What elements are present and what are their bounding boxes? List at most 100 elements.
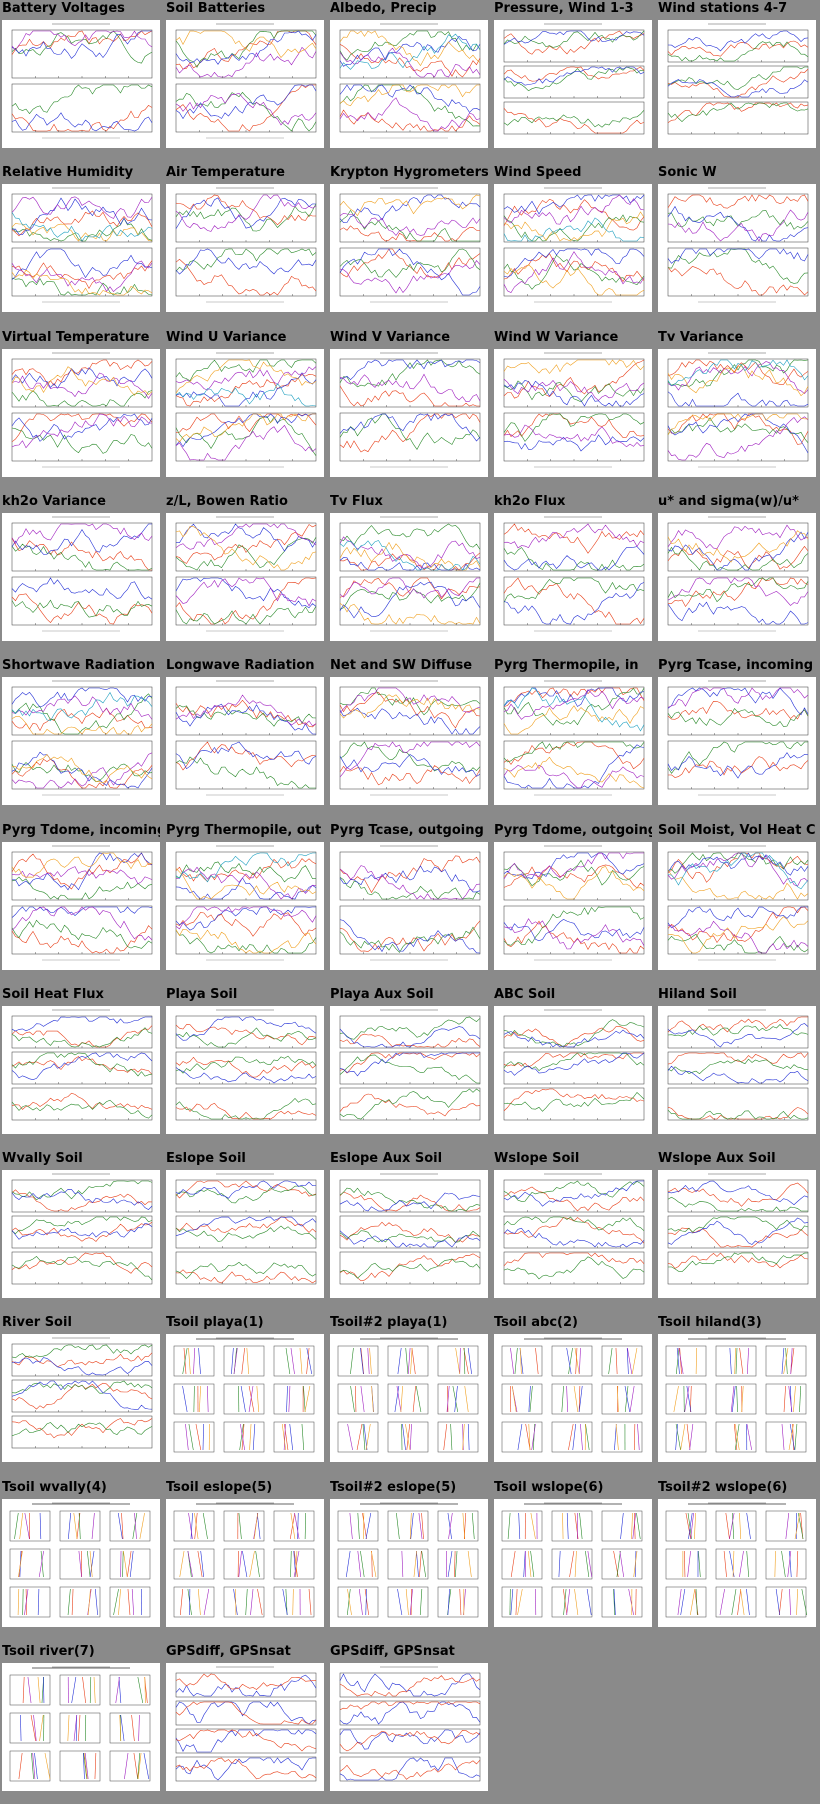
thumbnail-link-z-l-bowen-ratio[interactable] (166, 513, 324, 641)
plot-thumbnail-image (166, 677, 324, 805)
plot-thumbnail-image (166, 1663, 324, 1791)
thumbnail-link-kh2o-variance[interactable] (2, 513, 160, 641)
plot-thumbnail-image (166, 184, 324, 312)
thumbnail-link-shortwave-radiation[interactable] (2, 677, 160, 805)
thumbnail-link-river-soil[interactable] (2, 1334, 160, 1462)
plot-thumbnail-image (166, 1334, 324, 1462)
thumbnail-link-tsoil-eslope-5[interactable] (166, 1499, 324, 1627)
thumbnail-link-tsoil-wslope-6[interactable] (494, 1499, 652, 1627)
plot-thumbnail-image (2, 513, 160, 641)
thumbnail-link-gpsdiff-gpsnsat[interactable] (330, 1663, 488, 1791)
thumbnail-link-krypton-hygrometers[interactable] (330, 184, 488, 312)
plot-thumbnail-image (330, 184, 488, 312)
thumbnail-link-pyrg-thermopile-out[interactable] (166, 842, 324, 970)
thumbnail-link-battery-voltages[interactable] (2, 20, 160, 148)
thumbnail-link-soil-heat-flux[interactable] (2, 1006, 160, 1134)
thumbnail-link-wind-stations-4-7[interactable] (658, 20, 816, 148)
thumbnail-title: Tv Variance (658, 330, 744, 345)
thumbnail-link-pyrg-tcase-outgoing[interactable] (330, 842, 488, 970)
thumbnail-link-wind-speed[interactable] (494, 184, 652, 312)
thumbnail-link-tsoil-abc-2[interactable] (494, 1334, 652, 1462)
plot-thumbnail-image (166, 842, 324, 970)
thumbnail-title: Tsoil eslope(5) (166, 1480, 273, 1495)
thumbnail-title: Tsoil#2 wslope(6) (658, 1480, 788, 1495)
thumbnail-title: Tsoil#2 eslope(5) (330, 1480, 457, 1495)
plot-thumbnail-image (330, 677, 488, 805)
thumbnail-title: z/L, Bowen Ratio (166, 494, 288, 509)
plot-thumbnail-image (494, 184, 652, 312)
thumbnail-link-pyrg-tdome-outgoing[interactable] (494, 842, 652, 970)
thumbnail-link-soil-batteries[interactable] (166, 20, 324, 148)
plot-thumbnail-image (494, 1170, 652, 1298)
thumbnail-link-tsoil-2-wslope-6[interactable] (658, 1499, 816, 1627)
thumbnail-link-tsoil-hiland-3[interactable] (658, 1334, 816, 1462)
thumbnail-link-pressure-wind-1-3[interactable] (494, 20, 652, 148)
thumbnail-link-playa-aux-soil[interactable] (330, 1006, 488, 1134)
thumbnail-link-eslope-soil[interactable] (166, 1170, 324, 1298)
thumbnail-title: Wind Speed (494, 165, 582, 180)
thumbnail-link-hiland-soil[interactable] (658, 1006, 816, 1134)
thumbnail-link-wslope-aux-soil[interactable] (658, 1170, 816, 1298)
thumbnail-link-wind-v-variance[interactable] (330, 349, 488, 477)
thumbnail-link-eslope-aux-soil[interactable] (330, 1170, 488, 1298)
thumbnail-link-pyrg-tdome-incoming[interactable] (2, 842, 160, 970)
thumbnail-title: kh2o Variance (2, 494, 106, 509)
thumbnail-title: u* and sigma(w)/u* (658, 494, 799, 509)
thumbnail-title: GPSdiff, GPSnsat (166, 1644, 291, 1659)
thumbnail-link-wind-w-variance[interactable] (494, 349, 652, 477)
plot-thumbnail-image (658, 1499, 816, 1627)
thumbnail-title: Sonic W (658, 165, 717, 180)
plot-thumbnail-image (2, 184, 160, 312)
plot-thumbnail-image (658, 184, 816, 312)
thumbnail-link-wslope-soil[interactable] (494, 1170, 652, 1298)
thumbnail-link-u-and-sigma-w-u[interactable] (658, 513, 816, 641)
plot-thumbnail-image (658, 842, 816, 970)
thumbnail-link-wvally-soil[interactable] (2, 1170, 160, 1298)
thumbnail-link-wind-u-variance[interactable] (166, 349, 324, 477)
plot-thumbnail-image (658, 677, 816, 805)
thumbnail-link-tsoil-2-eslope-5[interactable] (330, 1499, 488, 1627)
thumbnail-link-sonic-w[interactable] (658, 184, 816, 312)
thumbnail-title: kh2o Flux (494, 494, 566, 509)
thumbnail-title: Battery Voltages (2, 1, 125, 16)
thumbnail-link-air-temperature[interactable] (166, 184, 324, 312)
thumbnail-link-soil-moist-vol-heat-cap[interactable] (658, 842, 816, 970)
thumbnail-link-tv-flux[interactable] (330, 513, 488, 641)
thumbnail-title: Relative Humidity (2, 165, 134, 180)
thumbnail-link-virtual-temperature[interactable] (2, 349, 160, 477)
thumbnail-title: Longwave Radiation (166, 658, 315, 673)
plot-thumbnail-image (166, 1006, 324, 1134)
thumbnail-link-pyrg-thermopile-in[interactable] (494, 677, 652, 805)
thumbnail-title: Wind W Variance (494, 330, 619, 345)
thumbnail-link-relative-humidity[interactable] (2, 184, 160, 312)
thumbnail-link-kh2o-flux[interactable] (494, 513, 652, 641)
plot-thumbnail-image (330, 513, 488, 641)
plot-thumbnail-image (166, 349, 324, 477)
thumbnail-link-tsoil-river-7[interactable] (2, 1663, 160, 1791)
thumbnail-title: Soil Heat Flux (2, 987, 104, 1002)
thumbnail-link-tv-variance[interactable] (658, 349, 816, 477)
plot-thumbnail-image (2, 1006, 160, 1134)
thumbnail-title: Pyrg Thermopile, out (166, 823, 322, 838)
thumbnail-link-tsoil-playa-1[interactable] (166, 1334, 324, 1462)
thumbnail-title: Pyrg Tcase, incoming (658, 658, 814, 673)
thumbnail-title: River Soil (2, 1315, 72, 1330)
plot-thumbnail-image (494, 1499, 652, 1627)
plot-thumbnail-image (2, 1499, 160, 1627)
plot-thumbnail-image (330, 20, 488, 148)
thumbnail-link-abc-soil[interactable] (494, 1006, 652, 1134)
thumbnail-link-albedo-precip[interactable] (330, 20, 488, 148)
thumbnail-link-tsoil-wvally-4[interactable] (2, 1499, 160, 1627)
thumbnail-link-gpsdiff-gpsnsat[interactable] (166, 1663, 324, 1791)
plot-thumbnail-image (494, 1334, 652, 1462)
thumbnail-link-longwave-radiation[interactable] (166, 677, 324, 805)
thumbnail-title: Tsoil river(7) (2, 1644, 95, 1659)
thumbnail-link-tsoil-2-playa-1[interactable] (330, 1334, 488, 1462)
plot-thumbnail-image (2, 349, 160, 477)
thumbnail-link-pyrg-tcase-incoming[interactable] (658, 677, 816, 805)
thumbnail-link-playa-soil[interactable] (166, 1006, 324, 1134)
plot-thumbnail-image (330, 1499, 488, 1627)
plot-thumbnail-image (2, 677, 160, 805)
thumbnail-link-net-and-sw-diffuse[interactable] (330, 677, 488, 805)
plot-thumbnail-image (166, 1499, 324, 1627)
